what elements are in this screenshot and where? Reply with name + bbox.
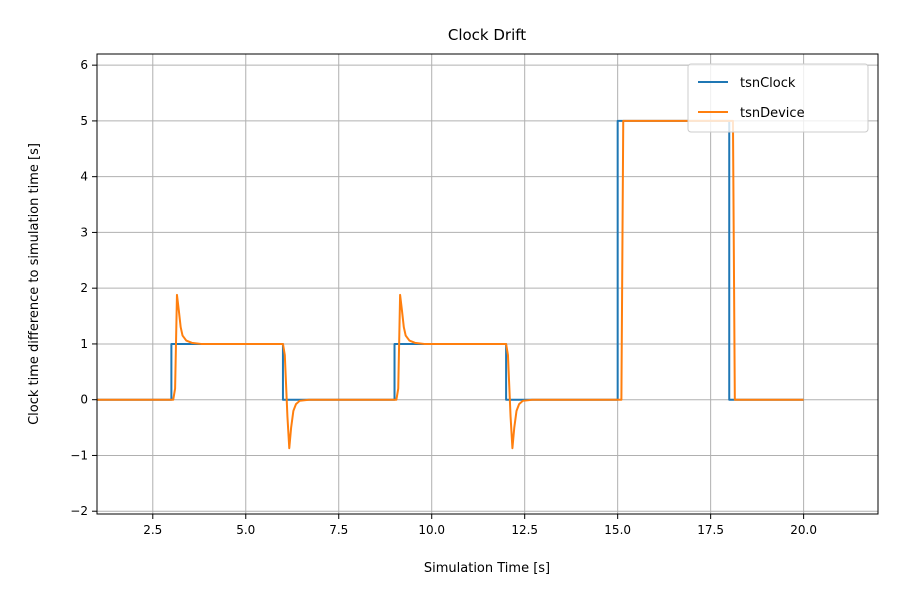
y-tick-label: −1: [70, 448, 88, 462]
x-tick-label: 20.0: [790, 523, 817, 537]
y-axis-ticks: −2 −1 0 1 2 3 4 5 6: [70, 58, 97, 518]
y-tick-label: 3: [80, 225, 88, 239]
x-axis-label: Simulation Time [s]: [424, 561, 550, 576]
y-tick-label: 0: [80, 393, 88, 407]
x-tick-label: 10.0: [418, 523, 445, 537]
x-tick-label: 12.5: [511, 523, 538, 537]
x-tick-label: 15.0: [604, 523, 631, 537]
x-axis-ticks: 2.5 5.0 7.5 10.0 12.5 15.0 17.5 20.0: [143, 514, 817, 537]
y-tick-label: 1: [80, 337, 88, 351]
series-line-tsnClock: [97, 119, 804, 401]
x-tick-label: 2.5: [143, 523, 162, 537]
legend-label: tsnDevice: [740, 106, 805, 121]
x-tick-label: 17.5: [697, 523, 724, 537]
y-tick-label: 4: [80, 170, 88, 184]
legend: tsnClock tsnDevice: [687, 63, 869, 133]
series-line-tsnDevice: [97, 119, 804, 450]
legend-label: tsnClock: [740, 76, 796, 91]
x-tick-label: 7.5: [329, 523, 348, 537]
chart-title: Clock Drift: [448, 26, 526, 44]
y-axis-label: Clock time difference to simulation time…: [27, 143, 42, 425]
y-tick-label: 6: [80, 58, 88, 72]
x-tick-label: 5.0: [236, 523, 255, 537]
legend-box: [687, 63, 869, 133]
y-tick-label: 5: [80, 114, 88, 128]
series-layer: [97, 119, 804, 450]
plot-frame: [96, 53, 879, 515]
y-tick-label: 2: [80, 281, 88, 295]
y-tick-label: −2: [70, 504, 88, 518]
